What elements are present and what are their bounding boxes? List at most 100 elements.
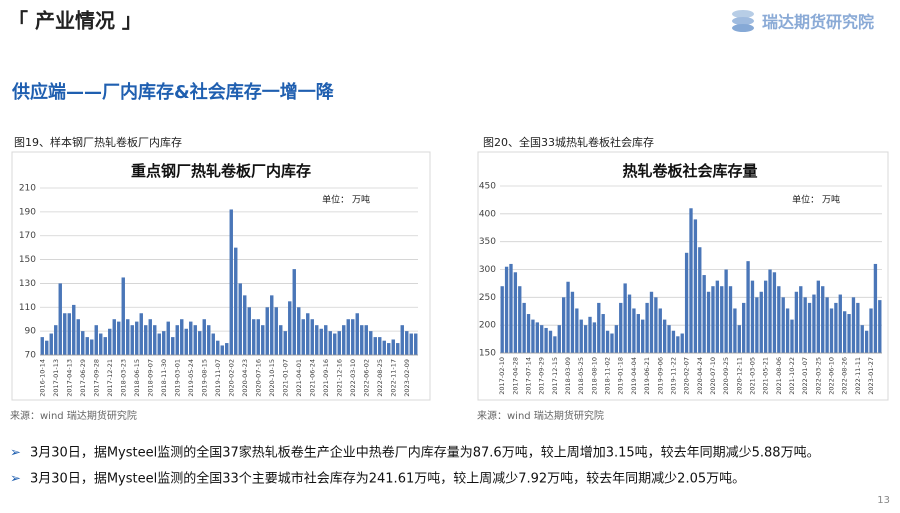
- bar: [265, 307, 269, 355]
- bar: [292, 269, 296, 355]
- x-tick-label: 2018-08-10: [590, 357, 598, 395]
- source-note: 来源：wind 瑞达期货研究院: [10, 409, 137, 422]
- bar: [540, 325, 544, 353]
- bullet-icon: ➢: [10, 472, 21, 487]
- bar: [834, 302, 838, 353]
- bar: [794, 291, 799, 353]
- x-tick-label: 2022-08-26: [841, 357, 849, 395]
- bar: [724, 269, 728, 353]
- bar: [873, 263, 878, 353]
- bar: [184, 328, 188, 355]
- bar: [135, 321, 139, 355]
- bar: [324, 325, 328, 355]
- bar: [171, 337, 175, 355]
- bar: [297, 307, 301, 355]
- bar: [81, 331, 85, 355]
- bullet-icon: ➢: [10, 446, 21, 461]
- bar: [698, 247, 702, 353]
- bar: [247, 307, 251, 355]
- x-tick-label: 2020-07-10: [709, 357, 717, 395]
- chart-title: 热轧卷板社会库存量: [622, 162, 757, 180]
- x-tick-label: 2019-09-06: [656, 357, 664, 395]
- x-tick-label: 2022-03-10: [349, 359, 357, 397]
- bar: [373, 337, 377, 355]
- x-tick-label: 2018-03-23: [119, 359, 127, 397]
- unit-label: 单位： 万吨: [792, 194, 840, 206]
- bar: [636, 314, 640, 353]
- x-tick-label: 2019-04-04: [630, 357, 638, 395]
- bar: [378, 337, 382, 355]
- logo-text: 瑞达期货研究院: [762, 13, 874, 32]
- chart-frame: [11, 151, 431, 401]
- x-tick-label: 2019-11-22: [669, 357, 677, 395]
- bar: [85, 337, 89, 355]
- bar: [518, 286, 522, 353]
- bar: [750, 280, 755, 353]
- bar: [162, 331, 166, 355]
- x-tick-label: 2021-04-01: [295, 359, 303, 397]
- bar: [337, 331, 341, 355]
- bar: [676, 336, 680, 353]
- bar: [610, 333, 614, 353]
- x-tick-label: 2021-06-24: [308, 359, 316, 397]
- bar: [189, 321, 193, 355]
- bar: [588, 316, 592, 353]
- x-tick-label: 2022-06-10: [828, 357, 836, 395]
- bar: [711, 286, 715, 353]
- figure-caption: 图20、全国33城热轧卷板社会库存: [483, 135, 654, 149]
- bar: [785, 308, 790, 353]
- x-tick-label: 2022-11-17: [389, 359, 397, 397]
- bar: [799, 286, 803, 353]
- x-tick-label: 2017-09-29: [538, 357, 546, 395]
- source-note: 来源：wind 瑞达期货研究院: [477, 409, 604, 422]
- bar: [623, 283, 627, 353]
- bar: [211, 333, 215, 355]
- bar: [166, 321, 170, 355]
- bar: [759, 291, 763, 353]
- bar: [270, 295, 274, 355]
- bar: [261, 325, 265, 355]
- bar: [139, 313, 143, 355]
- bar: [364, 325, 368, 355]
- y-tick-label: 400: [479, 209, 496, 219]
- bar: [99, 333, 103, 355]
- bar: [306, 313, 310, 355]
- bar: [561, 297, 566, 353]
- bar: [575, 308, 579, 353]
- bar: [315, 325, 319, 355]
- bar: [153, 325, 157, 355]
- bar: [570, 291, 575, 353]
- bar: [180, 319, 184, 355]
- bullet-text: 3月30日，据Mysteel监测的全国37家热轧板卷生产企业中热卷厂内库存量为8…: [30, 445, 820, 461]
- bar: [535, 322, 539, 353]
- bar: [601, 314, 605, 353]
- x-tick-label: 2017-09-28: [92, 359, 100, 397]
- bar: [49, 333, 53, 355]
- y-tick-label: 450: [479, 182, 496, 192]
- bar: [500, 286, 504, 353]
- bar: [605, 330, 610, 353]
- bar: [103, 337, 107, 355]
- bar: [513, 272, 518, 353]
- y-tick-label: 250: [479, 293, 496, 303]
- bar: [544, 327, 548, 353]
- x-tick-label: 2023-01-27: [867, 357, 875, 395]
- bar: [72, 304, 76, 355]
- bar: [825, 297, 829, 353]
- x-tick-label: 2022-01-07: [801, 357, 809, 395]
- x-tick-label: 2019-01-18: [617, 357, 625, 395]
- bar: [112, 319, 116, 355]
- bar: [252, 319, 256, 355]
- x-tick-label: 2022-08-25: [376, 359, 384, 397]
- bar: [548, 330, 553, 353]
- bar: [649, 291, 654, 353]
- x-tick-label: 2017-06-29: [79, 359, 87, 397]
- x-tick-label: 2020-09-25: [722, 357, 730, 395]
- x-tick-label: 2019-11-07: [214, 359, 222, 397]
- bar: [715, 280, 720, 353]
- bar: [360, 325, 364, 355]
- x-tick-label: 2018-11-02: [604, 357, 612, 395]
- x-tick-label: 2018-09-07: [146, 359, 154, 397]
- bar: [238, 283, 242, 355]
